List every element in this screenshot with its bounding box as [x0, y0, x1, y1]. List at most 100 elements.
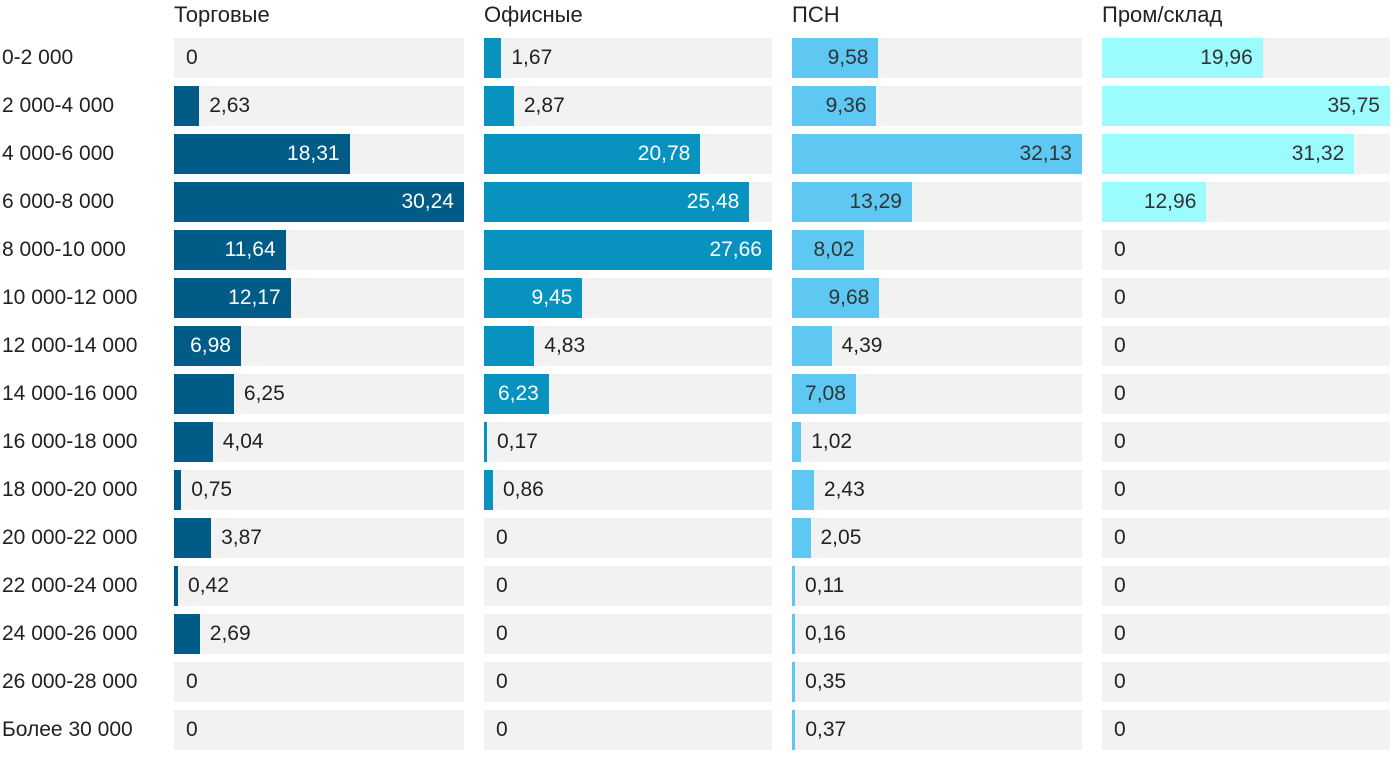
- bar: [792, 278, 880, 318]
- bar-track: 0,17: [484, 422, 772, 462]
- value-label: 0,16: [805, 622, 846, 645]
- category-label: 6 000-8 000: [2, 190, 115, 213]
- value-label: 0: [1114, 718, 1126, 741]
- bar-track: 12,17: [174, 278, 464, 318]
- value-label: 0: [496, 670, 508, 693]
- category-label: 10 000-12 000: [2, 286, 138, 309]
- bar: [174, 518, 212, 558]
- bar: [484, 182, 750, 222]
- value-label: 6,98: [190, 334, 231, 357]
- value-label: 7,08: [805, 382, 846, 405]
- bar-track: 12,96: [1102, 182, 1390, 222]
- value-label: 2,43: [823, 478, 865, 501]
- value-label: 20,78: [637, 142, 691, 165]
- value-label: 0: [496, 718, 508, 741]
- bar: [174, 278, 291, 318]
- value-label: 0,17: [497, 430, 538, 453]
- bar: [484, 134, 701, 174]
- bar: [792, 230, 865, 270]
- bar-track: 0: [1102, 710, 1390, 750]
- bar: [1102, 182, 1207, 222]
- value-label: 6,23: [497, 382, 539, 405]
- bar: [484, 86, 514, 126]
- bar-track: 6,23: [484, 374, 772, 414]
- bar: [484, 230, 772, 270]
- value-label: 6,25: [243, 382, 285, 405]
- bar-track: 0: [484, 710, 772, 750]
- bar-track: 0: [1102, 422, 1390, 462]
- bar-track: 9,45: [484, 278, 772, 318]
- bar-track: 0,37: [792, 710, 1082, 750]
- bar-track: 0,75: [174, 470, 464, 510]
- value-label: 0,75: [191, 478, 233, 501]
- bar: [484, 422, 487, 462]
- value-label: 30,24: [401, 190, 454, 213]
- value-label: 0: [1114, 574, 1126, 597]
- value-label: 19,96: [1200, 46, 1253, 69]
- bar-track: 4,39: [792, 326, 1082, 366]
- bar: [174, 86, 200, 126]
- bar-track: 31,32: [1102, 134, 1390, 174]
- value-label: 0: [1114, 286, 1126, 309]
- bar-track: 0,86: [484, 470, 772, 510]
- bar-track: 0: [1102, 470, 1390, 510]
- bar-track: 0,42: [174, 566, 464, 606]
- bar: [484, 278, 583, 318]
- bar-track: 0: [174, 710, 464, 750]
- bar-track: 4,83: [484, 326, 772, 366]
- bar-track: 0: [1102, 518, 1390, 558]
- value-label: 0: [1114, 238, 1126, 261]
- value-label: 25,48: [686, 190, 740, 213]
- value-label: 18,31: [287, 142, 340, 165]
- value-label: 9,68: [828, 286, 870, 309]
- bar: [792, 422, 802, 462]
- bar: [484, 470, 493, 510]
- bar: [174, 326, 241, 366]
- bar-track: 13,29: [792, 182, 1082, 222]
- category-label: 8 000-10 000: [2, 238, 126, 261]
- bar-track: 0: [1102, 614, 1390, 654]
- value-label: 0: [496, 622, 508, 645]
- value-label: 4,04: [222, 430, 264, 453]
- value-label: 1,67: [511, 46, 553, 69]
- category-label: 22 000-24 000: [2, 574, 138, 597]
- bar: [484, 326, 535, 366]
- value-label: 2,05: [820, 526, 862, 549]
- bar-track: 7,08: [792, 374, 1082, 414]
- bar: [484, 374, 549, 414]
- value-label: 0,86: [502, 478, 544, 501]
- bar-track: 0: [484, 662, 772, 702]
- value-label: 0: [1114, 622, 1126, 645]
- bar: [792, 662, 796, 702]
- series-title: Пром/склад: [1102, 2, 1223, 27]
- category-label: 12 000-14 000: [2, 334, 138, 357]
- bar-track: 0: [484, 518, 772, 558]
- value-label: 0: [186, 46, 198, 69]
- series-title: Офисные: [484, 2, 583, 27]
- bar: [174, 470, 182, 510]
- bar: [792, 182, 912, 222]
- bar: [1102, 86, 1390, 126]
- value-label: 2,87: [523, 94, 565, 117]
- bar: [792, 518, 811, 558]
- bar-track: 0: [174, 662, 464, 702]
- bar-track: 19,96: [1102, 38, 1390, 78]
- category-label: Более 30 000: [2, 718, 133, 741]
- bar: [174, 374, 234, 414]
- bar-track: 20,78: [484, 134, 772, 174]
- bar-track: 18,31: [174, 134, 464, 174]
- value-label: 4,39: [841, 334, 883, 357]
- bar: [174, 134, 350, 174]
- bar-track: 3,87: [174, 518, 464, 558]
- category-label: 16 000-18 000: [2, 430, 138, 453]
- bar: [1102, 134, 1355, 174]
- bar-track: 27,66: [484, 230, 772, 270]
- category-label: 0-2 000: [2, 46, 74, 69]
- bar-track: 4,04: [174, 422, 464, 462]
- value-label: 1,02: [811, 430, 853, 453]
- bar: [792, 38, 879, 78]
- bar-track: 0: [1102, 374, 1390, 414]
- value-label: 9,45: [531, 286, 573, 309]
- bar-track: 0: [1102, 566, 1390, 606]
